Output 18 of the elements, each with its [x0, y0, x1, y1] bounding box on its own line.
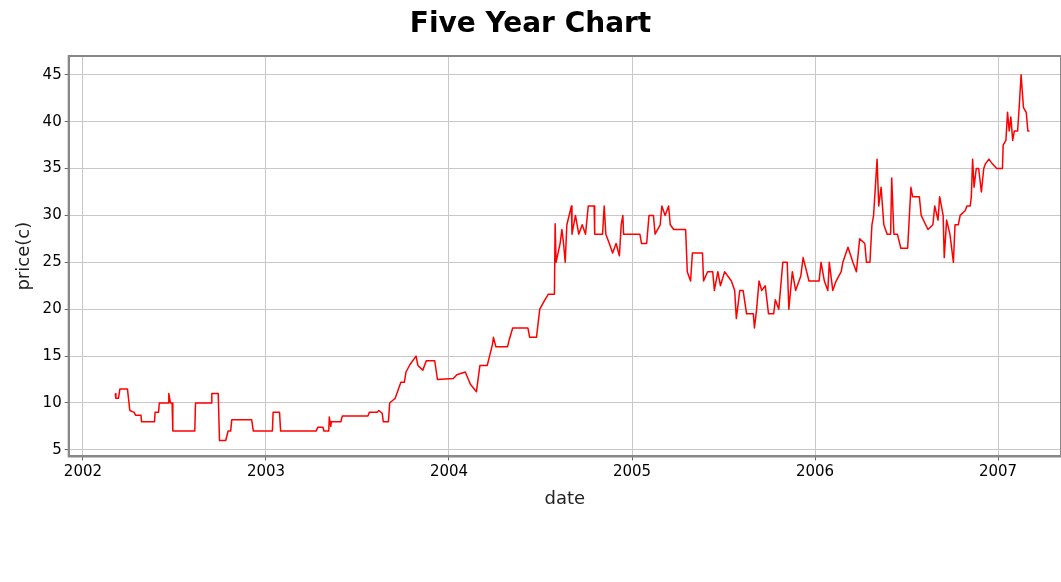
- x-tick-label: 2006: [795, 462, 835, 481]
- y-tick-label: 35: [42, 158, 62, 177]
- x-tick-label: 2005: [612, 462, 652, 481]
- y-tick-label: 20: [42, 299, 62, 318]
- x-tick-label: 2003: [246, 462, 286, 481]
- y-tick-label: 15: [42, 345, 62, 364]
- x-tick-label: 2002: [63, 462, 103, 481]
- y-tick-label: 5: [52, 439, 62, 458]
- y-tick-label: 25: [42, 252, 62, 271]
- y-tick-label: 40: [42, 111, 62, 130]
- y-tick-label: 45: [42, 64, 62, 83]
- x-axis-title: date: [544, 486, 586, 508]
- x-tick-label: 2007: [978, 462, 1018, 481]
- chart-title: Five Year Chart: [408, 5, 653, 41]
- y-axis-title: price(c): [12, 221, 34, 291]
- x-tick-label: 2004: [429, 462, 469, 481]
- y-tick-label: 10: [42, 392, 62, 411]
- y-tick-label: 30: [42, 205, 62, 224]
